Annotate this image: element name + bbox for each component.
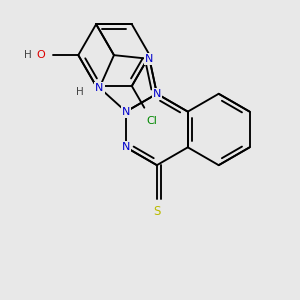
Text: N: N: [122, 106, 130, 117]
Text: N: N: [153, 89, 161, 99]
Text: H: H: [24, 50, 32, 60]
Text: N: N: [95, 83, 104, 93]
Text: N: N: [122, 142, 130, 152]
Text: H: H: [76, 87, 84, 97]
Text: S: S: [153, 205, 161, 218]
Text: N: N: [145, 54, 154, 64]
Text: O: O: [36, 50, 45, 60]
Text: Cl: Cl: [146, 116, 157, 126]
